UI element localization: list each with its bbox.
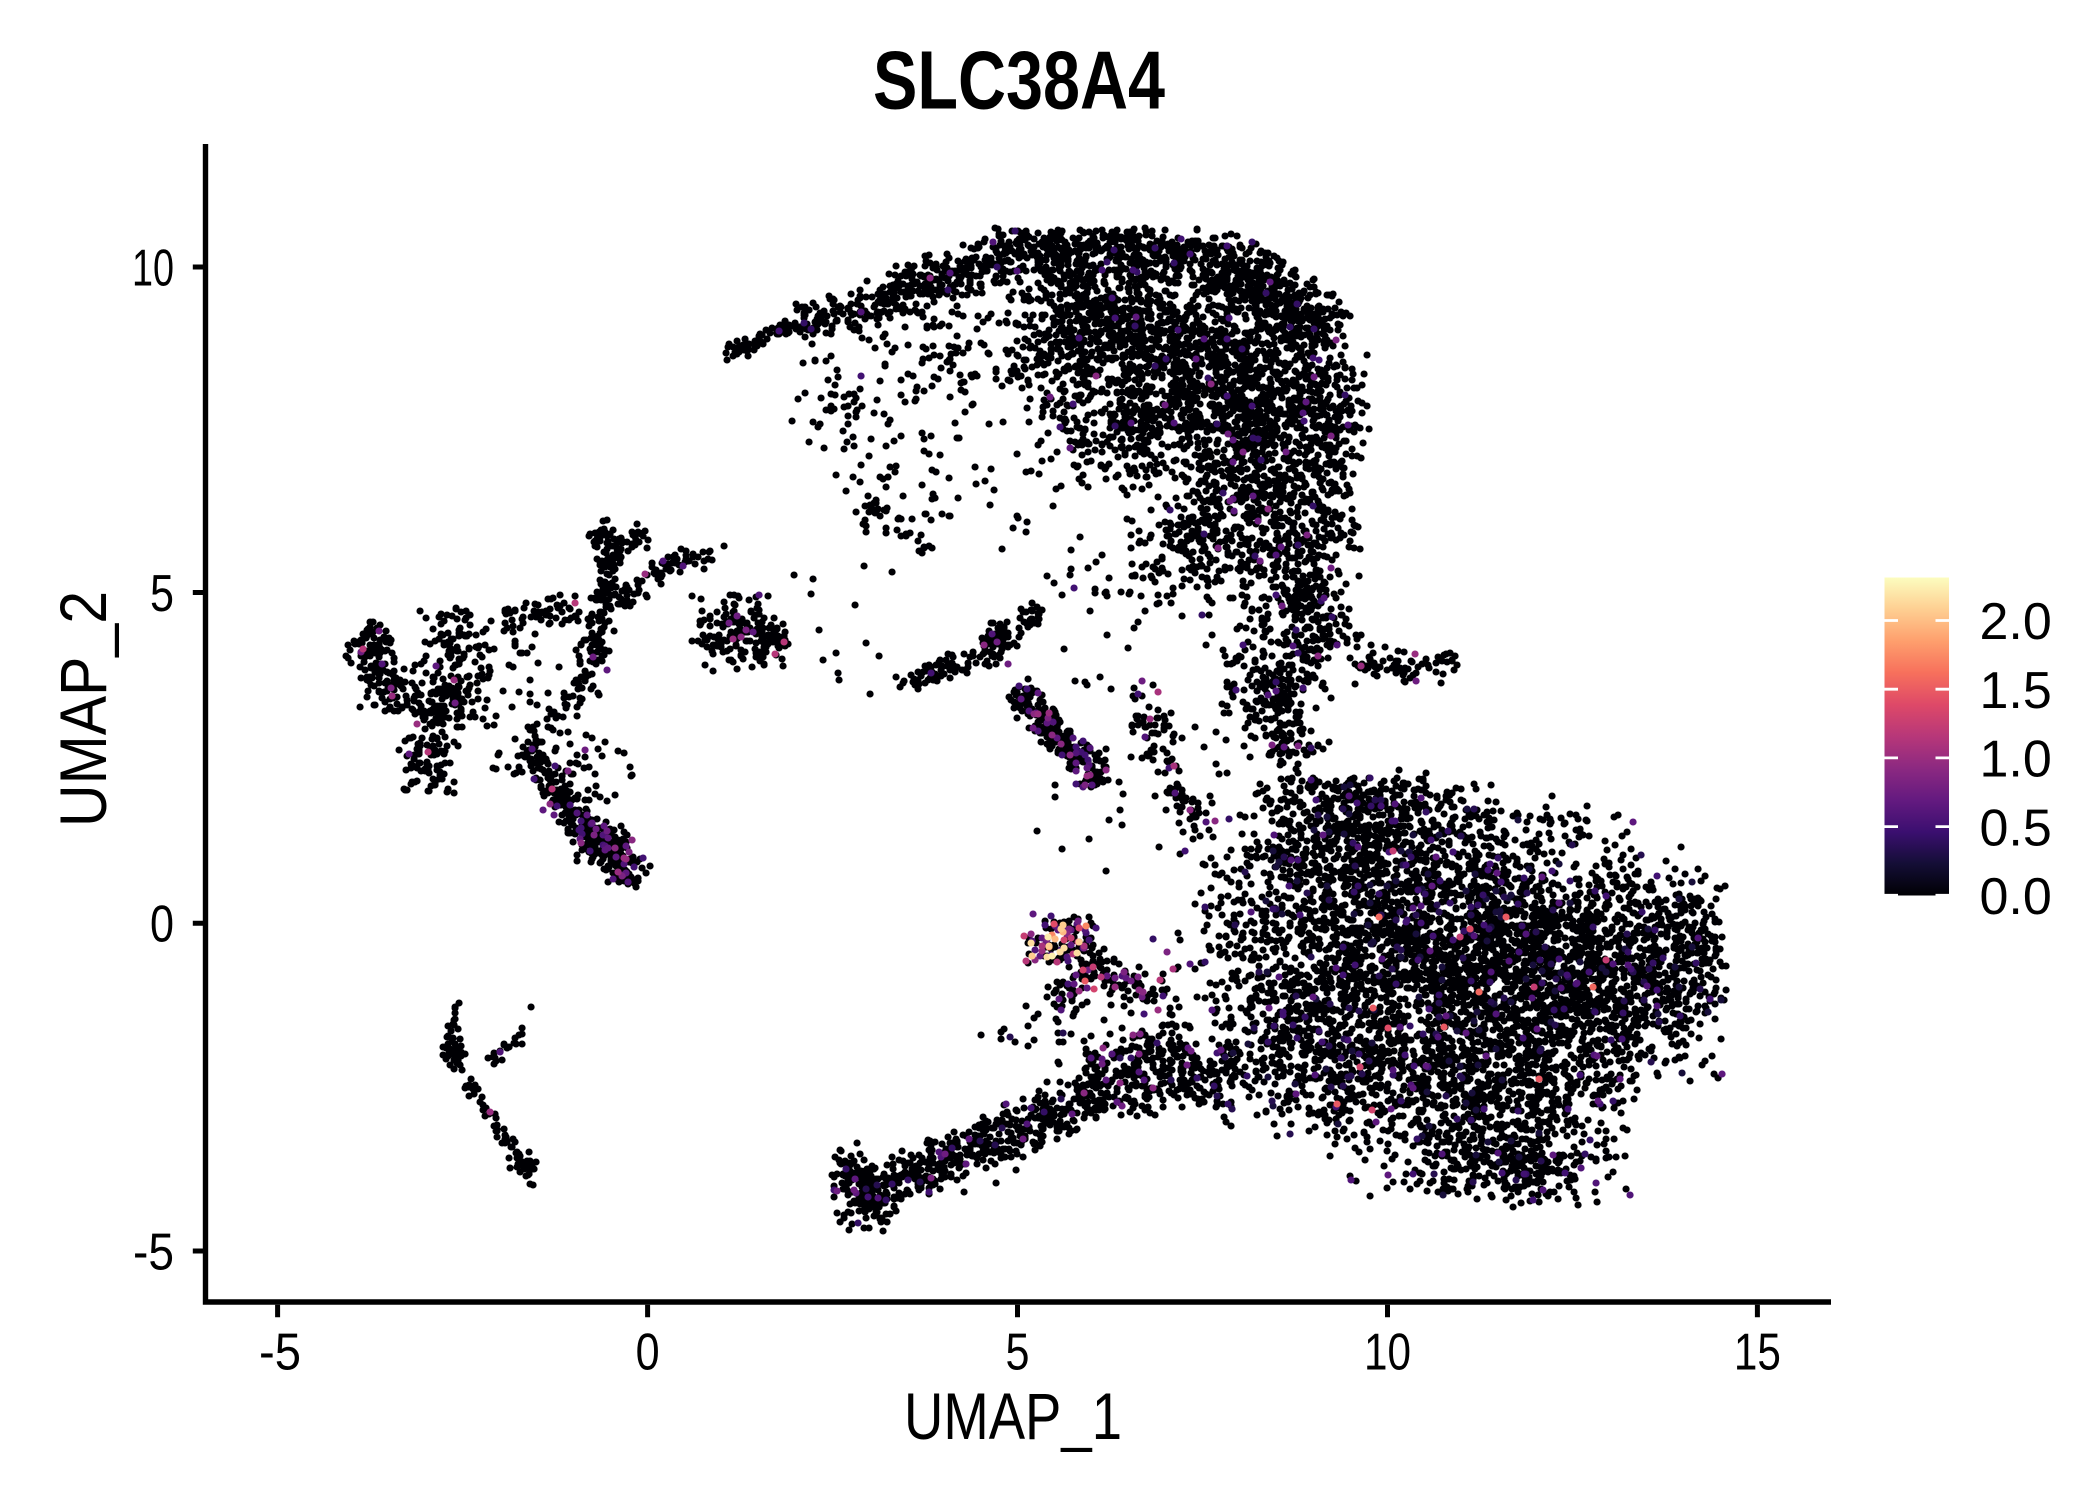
svg-text:0: 0 — [636, 1323, 660, 1381]
svg-text:10: 10 — [1364, 1323, 1411, 1381]
svg-text:1.5: 1.5 — [1980, 662, 2052, 720]
svg-text:2.0: 2.0 — [1980, 593, 2052, 651]
svg-text:SLC38A4: SLC38A4 — [873, 34, 1165, 127]
svg-text:UMAP_1: UMAP_1 — [904, 1379, 1122, 1453]
svg-text:15: 15 — [1734, 1323, 1781, 1381]
svg-text:-5: -5 — [259, 1323, 301, 1381]
svg-text:-5: -5 — [133, 1222, 174, 1280]
svg-text:5: 5 — [1006, 1323, 1030, 1381]
svg-text:UMAP_2: UMAP_2 — [46, 591, 120, 827]
svg-text:10: 10 — [132, 238, 174, 296]
svg-text:0: 0 — [150, 895, 174, 953]
svg-text:0.5: 0.5 — [1980, 799, 2052, 857]
svg-text:5: 5 — [150, 564, 174, 622]
svg-text:1.0: 1.0 — [1980, 731, 2052, 789]
svg-text:0.0: 0.0 — [1980, 868, 2052, 926]
